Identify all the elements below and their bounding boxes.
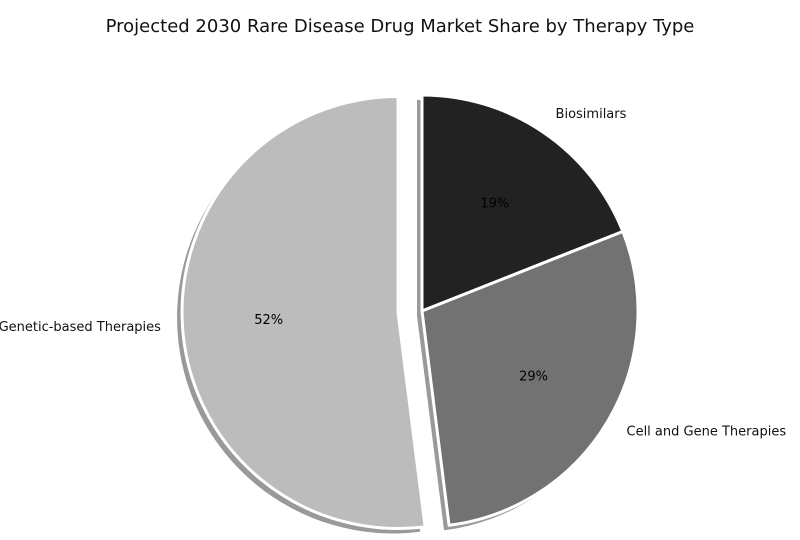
slice-labels: 19% Biosimilars 29% Cell and Gene Therapies… [0, 107, 786, 439]
slice-category-label: Genetic-based Therapies [0, 320, 161, 335]
slice-value-label: 29% [519, 369, 548, 384]
slice-category-label: Biosimilars [556, 107, 627, 122]
slice-value-label: 52% [254, 313, 283, 328]
slice-category-label: Cell and Gene Therapies [627, 424, 787, 439]
slice-value-label: 19% [480, 196, 509, 211]
pie-slice-biosimilars [420, 93, 625, 313]
pie-slice-cell-and-gene-therapies [420, 229, 640, 527]
pie-slice-genetic-based-therapies [180, 95, 427, 530]
chart-title: Projected 2030 Rare Disease Drug Market … [105, 16, 695, 37]
pie-slices [180, 93, 640, 530]
